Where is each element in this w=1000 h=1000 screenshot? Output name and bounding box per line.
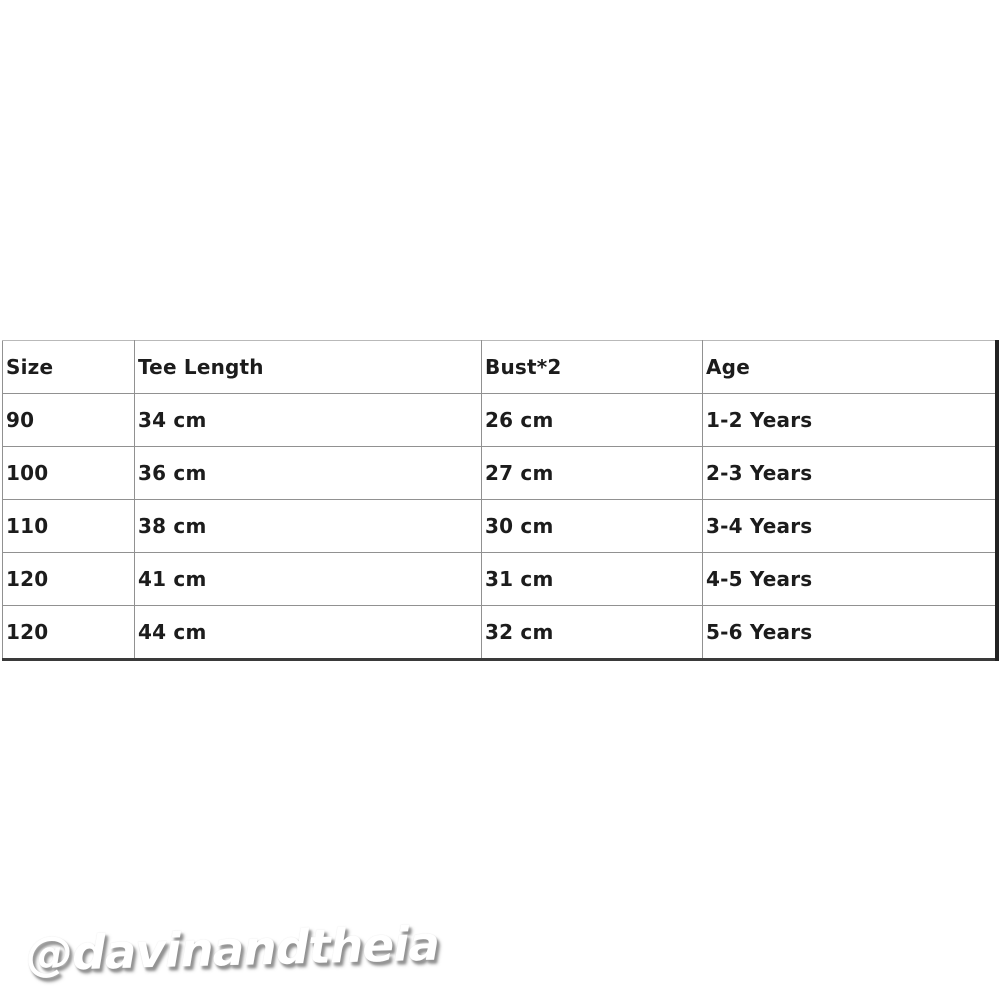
table-row: 120 41 cm 31 cm 4-5 Years bbox=[2, 552, 999, 606]
cell-size: 100 bbox=[2, 446, 135, 500]
cell-tee-length: 41 cm bbox=[134, 552, 482, 606]
cell-size: 110 bbox=[2, 499, 135, 553]
cell-age: 4-5 Years bbox=[702, 552, 999, 606]
cell-age: 5-6 Years bbox=[702, 605, 999, 661]
header-bust: Bust*2 bbox=[481, 340, 703, 394]
header-tee-length: Tee Length bbox=[134, 340, 482, 394]
cell-bust: 31 cm bbox=[481, 552, 703, 606]
cell-bust: 30 cm bbox=[481, 499, 703, 553]
size-chart-table: Size Tee Length Bust*2 Age 90 34 cm 26 c… bbox=[2, 340, 999, 661]
table-header-row: Size Tee Length Bust*2 Age bbox=[2, 340, 999, 394]
cell-size: 90 bbox=[2, 393, 135, 447]
header-size: Size bbox=[2, 340, 135, 394]
cell-age: 1-2 Years bbox=[702, 393, 999, 447]
cell-age: 3-4 Years bbox=[702, 499, 999, 553]
cell-bust: 27 cm bbox=[481, 446, 703, 500]
cell-tee-length: 36 cm bbox=[134, 446, 482, 500]
cell-tee-length: 38 cm bbox=[134, 499, 482, 553]
table-row: 100 36 cm 27 cm 2-3 Years bbox=[2, 446, 999, 500]
cell-tee-length: 44 cm bbox=[134, 605, 482, 661]
table-row: 120 44 cm 32 cm 5-6 Years bbox=[2, 605, 999, 661]
table-row: 110 38 cm 30 cm 3-4 Years bbox=[2, 499, 999, 553]
watermark-text: @davinandtheia bbox=[25, 916, 440, 983]
cell-age: 2-3 Years bbox=[702, 446, 999, 500]
header-age: Age bbox=[702, 340, 999, 394]
cell-size: 120 bbox=[2, 605, 135, 661]
cell-bust: 26 cm bbox=[481, 393, 703, 447]
cell-tee-length: 34 cm bbox=[134, 393, 482, 447]
cell-bust: 32 cm bbox=[481, 605, 703, 661]
cell-size: 120 bbox=[2, 552, 135, 606]
table-row: 90 34 cm 26 cm 1-2 Years bbox=[2, 393, 999, 447]
